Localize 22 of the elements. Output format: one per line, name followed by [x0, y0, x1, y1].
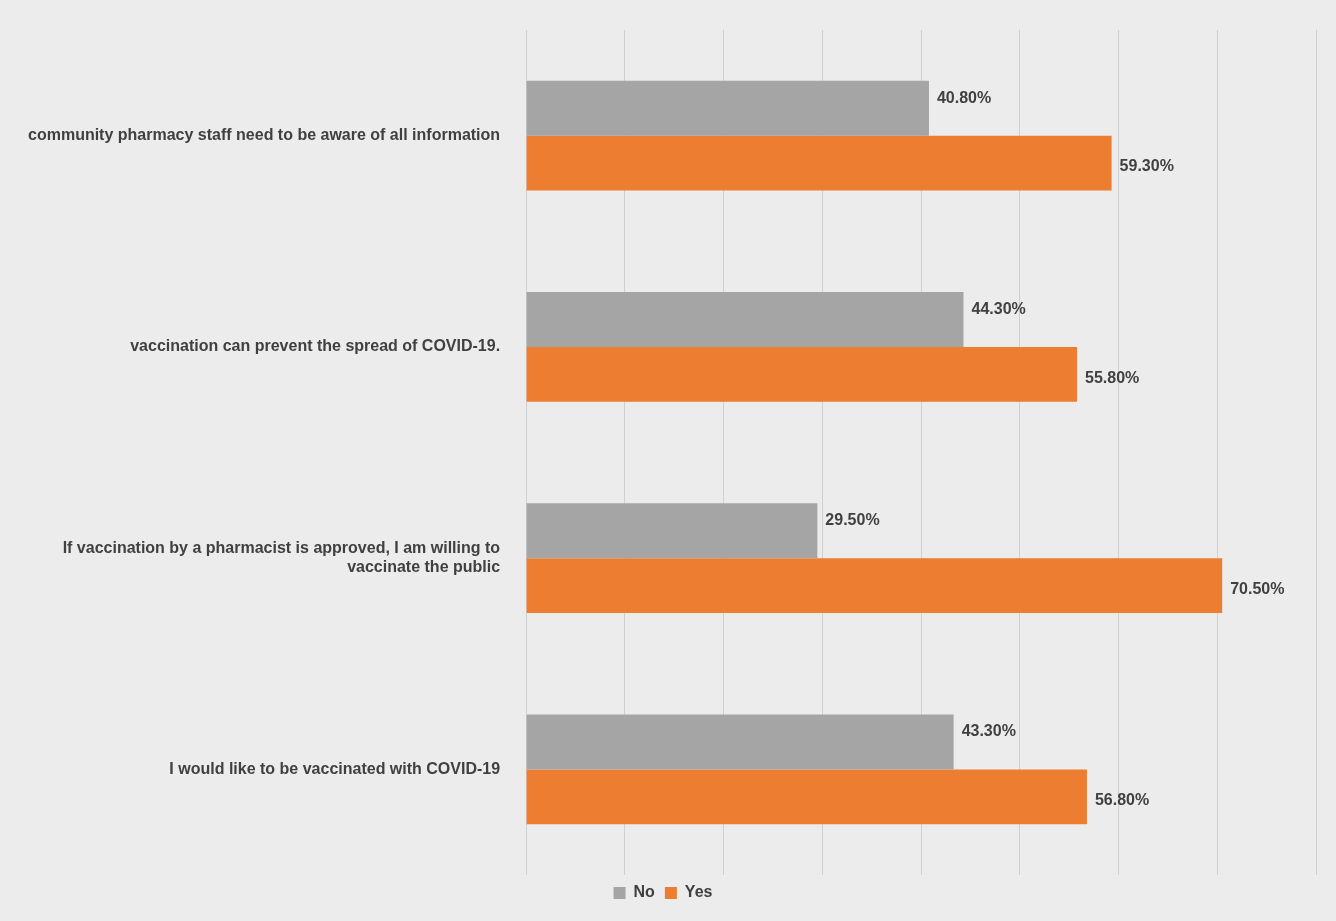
legend-label: Yes: [684, 883, 713, 901]
y-tick-label: I would like to be vaccinated with COVID-19: [169, 759, 501, 777]
data-label: 29.50%: [825, 511, 880, 529]
bar: [526, 503, 818, 559]
data-label: 70.50%: [1230, 579, 1285, 597]
data-label: 43.30%: [961, 722, 1016, 740]
y-tick-label: community pharmacy staff need to be aware of all information: [28, 126, 501, 144]
data-label: 40.80%: [936, 88, 992, 106]
bar: [526, 346, 1078, 402]
data-label: 55.80%: [1085, 368, 1140, 386]
bar: [526, 714, 954, 770]
y-tick-label: vaccination can prevent the spread of COVID-19.: [130, 337, 501, 355]
legend-label: No: [633, 883, 656, 901]
data-label: 56.80%: [1094, 791, 1150, 809]
bar: [526, 135, 1112, 191]
data-label: 59.30%: [1119, 157, 1174, 175]
bar: [526, 558, 1223, 614]
data-label: 44.30%: [971, 299, 1026, 317]
bar: [526, 769, 1087, 825]
bar: [526, 80, 929, 136]
bar: [526, 291, 964, 347]
y-tick-label: If vaccination by a pharmacist is approved, I am willing to vaccinate the public: [62, 538, 501, 576]
